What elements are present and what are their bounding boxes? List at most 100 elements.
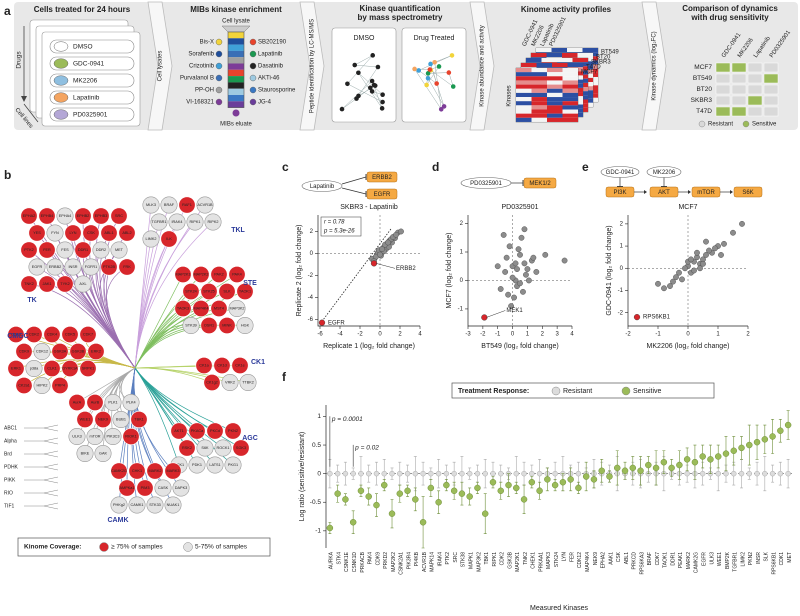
x-tick-label: 1 xyxy=(526,332,530,338)
point xyxy=(466,470,473,477)
column-band xyxy=(228,57,244,64)
x-tick-label: -1 xyxy=(495,332,501,338)
kinase-node xyxy=(142,230,160,248)
sensitivity-cell xyxy=(747,84,763,95)
bead-dot xyxy=(215,74,223,82)
x-tick-label: DDR1 xyxy=(670,552,676,566)
kinase-node xyxy=(68,427,86,445)
point xyxy=(715,470,721,477)
kinase-node xyxy=(236,282,254,300)
x-tick-label: 1 xyxy=(716,332,720,338)
x-tick-label: WEE1 xyxy=(717,552,723,566)
bead-label: Crizotinib xyxy=(189,64,215,70)
kinase-node xyxy=(15,376,33,394)
highlight-point xyxy=(633,314,641,321)
kinase-label: LYN xyxy=(69,231,76,235)
kinase-label: SRPK1 xyxy=(82,367,94,371)
network-edge xyxy=(354,55,373,66)
kinase-label: DYRK1A xyxy=(62,367,78,371)
step-title: Kinome activity profiles xyxy=(521,5,612,14)
point xyxy=(718,252,724,258)
kinase-node xyxy=(104,393,122,411)
network-node xyxy=(370,53,376,58)
x-tick-label: PRKD2 xyxy=(383,552,389,569)
panel-label: e xyxy=(582,160,589,174)
point xyxy=(754,470,760,477)
arrow xyxy=(23,103,39,123)
heatmap-cell xyxy=(562,92,578,98)
eluate-drop xyxy=(232,109,240,117)
x-tick-label: TNK2 xyxy=(523,552,529,565)
point xyxy=(769,433,776,440)
kinase-label: ROCK1 xyxy=(216,446,229,450)
network-node xyxy=(368,85,373,91)
point xyxy=(520,496,528,503)
point xyxy=(542,251,549,258)
kinase-label: PAK2 xyxy=(214,273,223,277)
fit-line xyxy=(319,228,392,325)
heatmap-cell xyxy=(521,63,537,68)
point xyxy=(691,267,697,274)
point xyxy=(494,263,501,270)
kinase-label: MAP2K1 xyxy=(176,273,191,277)
point xyxy=(500,232,507,238)
point xyxy=(691,458,699,466)
heatmap-cell xyxy=(516,76,532,81)
x-tick-label: CSNK1D xyxy=(352,552,358,573)
x-tick-label: MAP2K1 xyxy=(515,552,521,572)
heatmap-cell xyxy=(547,92,563,98)
point xyxy=(443,481,450,489)
sensitivity-cell xyxy=(763,73,779,84)
kinase-label: VRK2 xyxy=(225,381,235,385)
network-edge xyxy=(354,64,378,68)
kinase-label: PKACa xyxy=(191,429,204,433)
kinase-label: BRAF xyxy=(164,203,175,207)
x-tick-label: SLK xyxy=(764,551,770,561)
kinase-node xyxy=(218,316,236,334)
point xyxy=(753,438,761,446)
network-edge xyxy=(426,66,440,86)
point xyxy=(474,470,481,477)
kinase-node xyxy=(110,496,128,514)
bead-label: AKTi-46 xyxy=(258,76,280,82)
kinase-label: AurA xyxy=(73,401,82,405)
x-tick-label: 4 xyxy=(418,332,422,338)
kinase-label: DDR1 xyxy=(78,248,88,252)
x-tick-label: CHEK1 xyxy=(531,552,537,569)
heatmap-cell xyxy=(562,101,578,106)
network-node xyxy=(428,61,433,67)
heatmap-cell xyxy=(562,72,578,77)
kinase-label: CDK5 xyxy=(65,333,75,337)
point xyxy=(785,470,791,477)
tree-branch xyxy=(106,266,136,369)
tree-branch xyxy=(134,221,214,369)
kinase-node xyxy=(122,427,140,445)
point xyxy=(489,478,497,486)
kinase-node xyxy=(64,224,82,242)
family-branch xyxy=(24,424,59,432)
kinase-node xyxy=(74,275,92,293)
kinase-label: mTOR xyxy=(89,435,100,439)
network-node xyxy=(425,75,431,81)
kinase-node xyxy=(51,342,69,360)
x-tick-label: -6 xyxy=(317,332,323,338)
x-tick-label: SRC xyxy=(453,552,459,563)
point xyxy=(357,487,365,495)
cell-line-label: T47D xyxy=(586,65,601,71)
kinase-node xyxy=(110,207,128,225)
kinase-label: CSK xyxy=(87,231,95,235)
kinase-label: RAF1 xyxy=(182,203,192,207)
box-label: Drug Treated xyxy=(414,35,455,42)
network-edge xyxy=(448,72,454,87)
family-branch xyxy=(24,489,59,497)
kinase-label: ACVR1B xyxy=(197,203,213,207)
heatmap-cell xyxy=(531,113,547,118)
x-tick-label: CSNK1E xyxy=(344,551,350,572)
kinase-label: GSK3B xyxy=(72,350,85,354)
x-tick-label: AAK1 xyxy=(608,552,614,565)
heatmap-cell xyxy=(562,117,578,122)
kinase-label: MAP3K2 xyxy=(230,307,245,311)
heatmap-cell xyxy=(531,80,547,85)
kinase-label: YES xyxy=(33,231,41,235)
point xyxy=(697,265,703,272)
